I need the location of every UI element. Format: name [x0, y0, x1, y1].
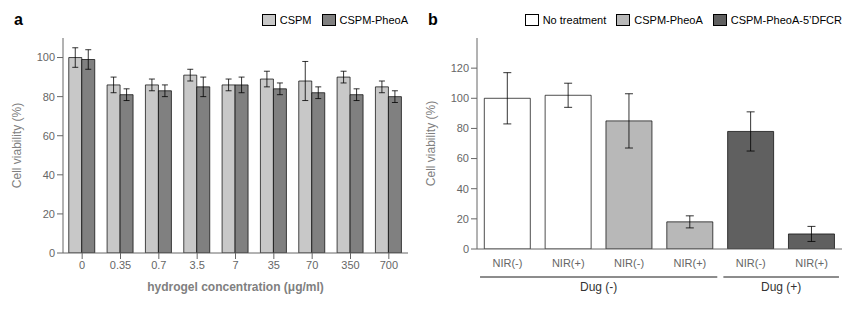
html-text:b: b — [428, 11, 438, 28]
svg-text:NIR(+): NIR(+) — [552, 257, 585, 269]
svg-text:hydrogel concentration (μg/ml): hydrogel concentration (μg/ml) — [147, 280, 324, 294]
svg-text:40: 40 — [43, 169, 55, 181]
html-text:CSPM-PheoA: CSPM-PheoA — [339, 14, 408, 26]
svg-text:NIR(+): NIR(+) — [795, 257, 828, 269]
svg-text:60: 60 — [43, 130, 55, 142]
svg-text:20: 20 — [457, 213, 469, 225]
svg-text:70: 70 — [306, 259, 318, 271]
svg-text:120: 120 — [451, 62, 469, 74]
svg-text:NIR(-): NIR(-) — [736, 257, 766, 269]
svg-text:Cell viability (%): Cell viability (%) — [424, 101, 438, 186]
svg-text:NIR(-): NIR(-) — [492, 257, 522, 269]
svg-text:35: 35 — [268, 259, 280, 271]
svg-text:100: 100 — [451, 92, 469, 104]
svg-text:0: 0 — [463, 243, 469, 255]
svg-text:Cell viability (%): Cell viability (%) — [10, 103, 24, 188]
svg-text:350: 350 — [341, 259, 359, 271]
svg-text:40: 40 — [457, 183, 469, 195]
svg-text:0: 0 — [49, 247, 55, 259]
svg-text:0: 0 — [79, 259, 85, 271]
html-text:a: a — [14, 11, 23, 28]
html-text:CSPM: CSPM — [279, 14, 312, 26]
svg-text:80: 80 — [457, 122, 469, 134]
svg-text:NIR(+): NIR(+) — [674, 257, 707, 269]
html-text:CSPM-PheoA: CSPM-PheoA — [634, 14, 703, 26]
svg-text:700: 700 — [380, 259, 398, 271]
svg-text:0.35: 0.35 — [110, 259, 131, 271]
svg-text:60: 60 — [457, 152, 469, 164]
html-text:No treatment: No treatment — [542, 14, 607, 26]
html-text:CSPM-PheoA-5’DFCR: CSPM-PheoA-5’DFCR — [730, 14, 842, 26]
svg-text:7: 7 — [232, 259, 238, 271]
svg-text:NIR(-): NIR(-) — [614, 257, 644, 269]
svg-text:0.7: 0.7 — [151, 259, 166, 271]
svg-text:100: 100 — [37, 51, 55, 63]
svg-text:Dug (+): Dug (+) — [761, 280, 801, 294]
svg-text:20: 20 — [43, 208, 55, 220]
svg-text:80: 80 — [43, 91, 55, 103]
svg-text:Dug (-): Dug (-) — [580, 280, 617, 294]
svg-text:3.5: 3.5 — [190, 259, 205, 271]
